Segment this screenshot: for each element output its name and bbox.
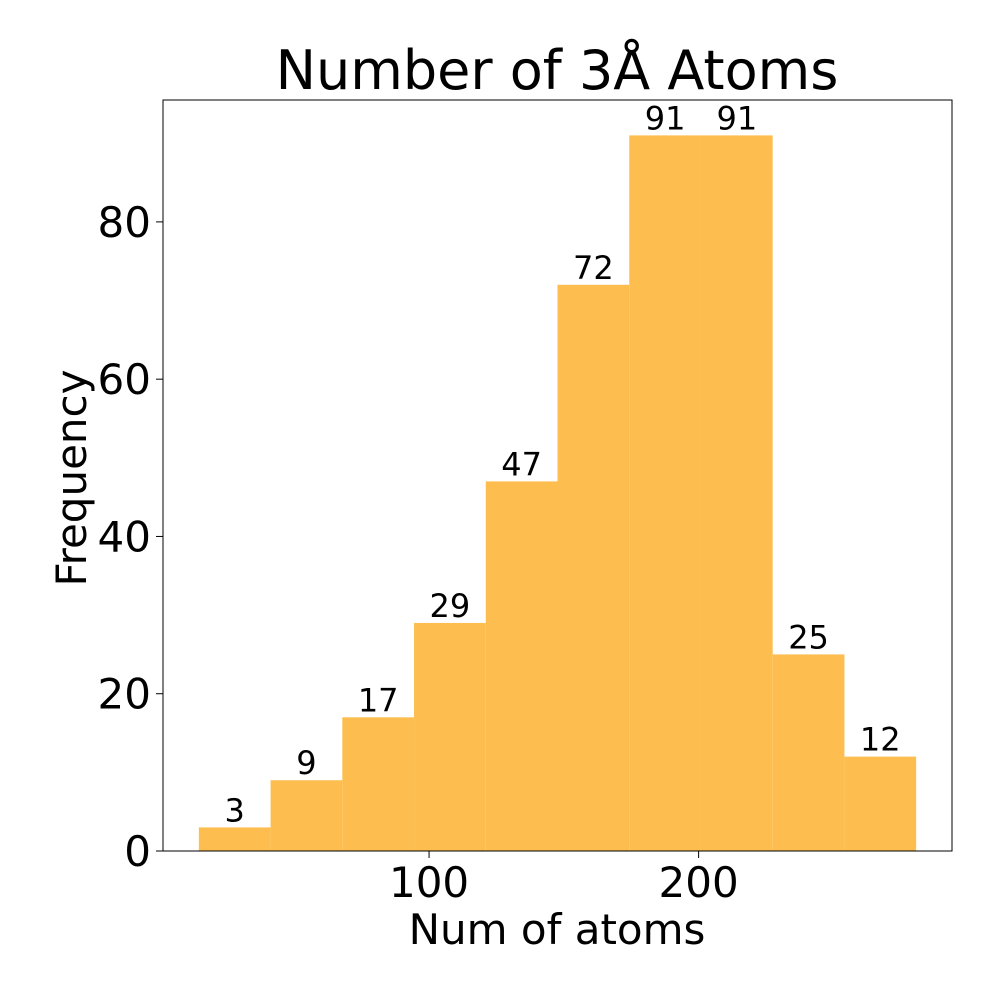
y-axis-label: Frequency bbox=[47, 370, 96, 587]
x-tick-label: 200 bbox=[659, 858, 739, 907]
x-axis-ticks: 100 200 bbox=[389, 851, 739, 907]
bar-value-label: 3 bbox=[225, 791, 245, 829]
bar-value-label: 9 bbox=[296, 744, 316, 782]
bar-value-label: 12 bbox=[860, 721, 901, 759]
chart-title: Number of 3Å Atoms bbox=[276, 38, 839, 102]
y-tick-label: 40 bbox=[98, 512, 151, 561]
histogram-bar bbox=[485, 481, 558, 851]
histogram-bar bbox=[772, 654, 845, 851]
histogram-bar bbox=[342, 717, 415, 851]
y-axis-ticks: 0 20 40 60 80 bbox=[98, 198, 163, 876]
histogram-bar bbox=[414, 622, 486, 851]
bar-value-label: 29 bbox=[430, 587, 471, 625]
bar-value-label: 91 bbox=[645, 99, 686, 137]
bar-value-label: 91 bbox=[716, 99, 757, 137]
y-tick-label: 80 bbox=[98, 198, 151, 247]
bar-value-label: 17 bbox=[358, 681, 399, 719]
x-tick-label: 100 bbox=[389, 858, 469, 907]
plot-frame bbox=[162, 99, 953, 852]
histogram-bar bbox=[198, 827, 271, 851]
y-tick-label: 60 bbox=[98, 355, 151, 404]
y-tick-label: 0 bbox=[124, 827, 151, 876]
bar-value-label: 72 bbox=[573, 249, 614, 287]
histogram-bar bbox=[844, 756, 917, 851]
histogram-bar bbox=[270, 780, 343, 851]
y-tick-label: 20 bbox=[98, 670, 151, 719]
histogram-bar bbox=[629, 135, 701, 851]
data-labels-group: 3 9 17 29 47 72 91 91 25 12 bbox=[225, 99, 901, 829]
histogram-bar bbox=[557, 284, 630, 852]
bar-value-label: 47 bbox=[501, 445, 542, 483]
histogram-bar bbox=[700, 135, 773, 851]
x-axis-label: Num of atoms bbox=[409, 905, 706, 954]
bars-group bbox=[198, 135, 917, 852]
bar-value-label: 25 bbox=[788, 618, 829, 656]
